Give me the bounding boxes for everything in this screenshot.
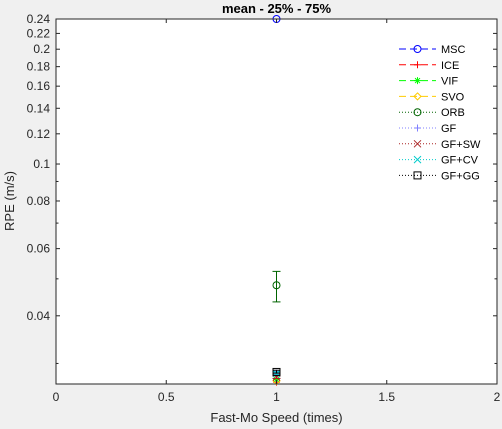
legend-label-ice: ICE — [441, 60, 459, 72]
legend-marker-vif-shape — [414, 77, 421, 84]
legend-label-orb: ORB — [441, 107, 465, 119]
data-point-gf-cv-shape — [272, 369, 281, 378]
data-point-gf-gg-shape — [272, 367, 281, 376]
y-axis-label: RPE (m/s) — [2, 171, 17, 231]
y-tick-label: 0.2 — [33, 42, 50, 56]
y-tick-label: 0.1 — [33, 157, 50, 171]
legend-marker-ice — [414, 61, 421, 69]
y-tick-label: 0.16 — [27, 79, 51, 93]
legend-marker-orb-shape — [413, 108, 422, 117]
y-tick-label: 0.14 — [27, 101, 51, 115]
legend-label-gf: GF — [441, 123, 457, 135]
x-tick-label: 0.5 — [158, 390, 175, 404]
legend-marker-gf-gg — [413, 171, 422, 180]
legend: MSC ICE VIF SVO ORB GF GF+SW GF+CV GF+GG — [399, 44, 481, 182]
data-point-orb — [272, 281, 281, 290]
y-tick-label: 0.18 — [27, 60, 51, 74]
ticks-layer: 0 0.5 1 1.5 2 0.04 0.06 0.08 0.1 0.12 0.14 0.16 0.18… — [27, 12, 501, 404]
legend-item-vif: VIF — [399, 76, 458, 88]
legend-marker-svo — [413, 92, 422, 101]
legend-item-msc: MSC — [399, 44, 466, 56]
legend-item-svo: SVO — [399, 91, 465, 103]
legend-label-gf-gg: GF+GG — [441, 170, 480, 182]
y-tick-label: 0.22 — [27, 26, 51, 40]
legend-marker-orb — [413, 108, 422, 117]
legend-marker-msc — [413, 45, 422, 53]
legend-item-ice: ICE — [399, 60, 459, 72]
legend-item-gf-cv: GF+CV — [399, 155, 479, 167]
legend-item-gf: GF — [399, 123, 457, 135]
data-point-orb-shape — [272, 281, 281, 290]
legend-item-gf-sw: GF+SW — [399, 139, 481, 151]
legend-marker-gf-cv — [413, 155, 422, 164]
data-point-gf-gg — [272, 367, 281, 376]
plot-area — [56, 19, 497, 384]
legend-label-vif: VIF — [441, 76, 458, 88]
y-tick-label: 0.24 — [27, 12, 51, 26]
legend-marker-msc-shape — [413, 45, 422, 53]
legend-label-svo: SVO — [441, 91, 465, 103]
legend-label-msc: MSC — [441, 44, 466, 56]
legend-label-gf-sw: GF+SW — [441, 139, 481, 151]
legend-item-gf-gg: GF+GG — [399, 170, 480, 182]
legend-item-orb: ORB — [399, 107, 465, 119]
legend-marker-vif — [414, 77, 421, 85]
legend-marker-gf-cv-shape — [413, 155, 422, 164]
x-tick-label: 1 — [273, 390, 280, 404]
legend-marker-svo-shape — [413, 92, 422, 101]
x-axis-label: Fast-Mo Speed (times) — [210, 410, 342, 425]
x-tick-label: 0 — [53, 390, 60, 404]
chart-title: mean - 25% - 75% — [222, 1, 332, 16]
x-tick-label: 1.5 — [378, 390, 395, 404]
y-tick-label: 0.04 — [27, 309, 51, 323]
y-tick-label: 0.06 — [27, 242, 51, 256]
legend-label-gf-cv: GF+CV — [441, 155, 479, 167]
legend-marker-gf-sw-shape — [413, 139, 422, 148]
legend-marker-gf-sw — [413, 139, 422, 148]
y-tick-label: 0.12 — [27, 127, 51, 141]
y-tick-label: 0.08 — [27, 194, 51, 208]
x-tick-label: 2 — [494, 390, 501, 404]
legend-marker-gf-gg-shape — [413, 171, 422, 180]
data-point-gf-cv — [272, 369, 281, 378]
legend-marker-gf — [414, 124, 421, 132]
